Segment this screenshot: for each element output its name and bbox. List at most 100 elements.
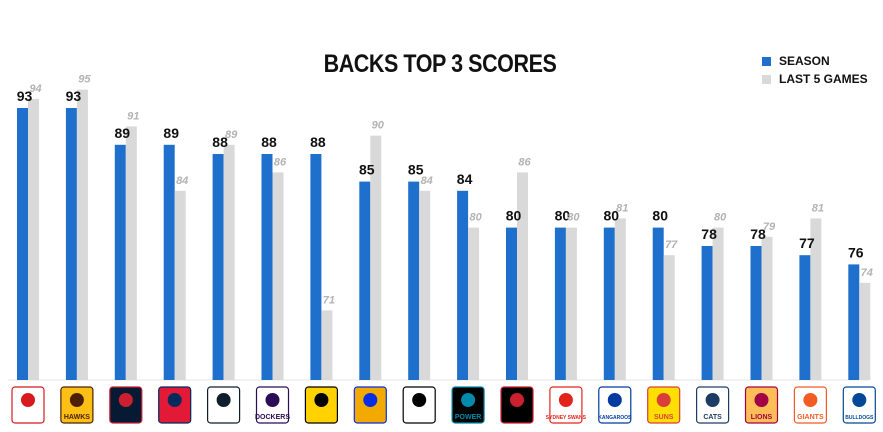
chart-title: BACKS TOP 3 SCORES: [323, 50, 557, 78]
bar-season: [848, 264, 860, 380]
gold-coast-logo-emblem: [656, 393, 671, 407]
port-adelaide-logo-emblem: [461, 393, 476, 407]
west-coast-logo-emblem: [363, 393, 378, 407]
data-label-last-5-games: 80: [567, 212, 580, 224]
data-label-last-5-games: 79: [763, 221, 776, 233]
data-label-last-5-games: 80: [714, 212, 727, 224]
fremantle-logo-emblem: [265, 393, 280, 407]
bar-season: [261, 154, 273, 380]
bar-last-5-games: [125, 126, 137, 381]
bar-last-5-games: [859, 282, 871, 380]
data-label-season: 77: [799, 235, 815, 251]
sydney-logo-text: SYDNEY SWANS: [546, 415, 587, 421]
data-label-season: 93: [66, 88, 82, 104]
bar-season: [603, 227, 615, 380]
port-adelaide-logo-text: POWER: [455, 414, 481, 421]
bar-last-5-games: [663, 255, 675, 380]
data-label-season: 80: [555, 208, 571, 224]
bar-last-5-games: [272, 172, 284, 380]
bar-season: [506, 227, 517, 380]
data-label-last-5-games: 84: [176, 175, 188, 187]
legend-label-last-5-games: LAST 5 GAMES: [779, 72, 868, 86]
carlton-logo-emblem: [216, 393, 231, 407]
data-label-season: 85: [408, 162, 424, 178]
data-label-last-5-games: 81: [812, 202, 824, 214]
data-label-season: 85: [359, 162, 375, 178]
adelaide-logo-emblem: [167, 393, 182, 407]
bar-season: [359, 181, 371, 380]
geelong-logo-emblem: [705, 393, 720, 407]
data-label-last-5-games: 90: [372, 120, 385, 132]
hawthorn-logo-text: HAWKS: [64, 414, 90, 421]
north-melbourne-logo-text: KANGAROOS: [598, 415, 632, 421]
data-label-season: 80: [604, 208, 620, 224]
data-label-last-5-games: 81: [616, 202, 628, 214]
bar-season: [114, 144, 126, 380]
data-label-season: 84: [457, 171, 473, 187]
north-melbourne-logo-emblem: [607, 393, 622, 407]
bar-last-5-games: [174, 190, 186, 380]
bar-last-5-games: [28, 98, 39, 381]
data-label-last-5-games: 86: [274, 156, 287, 168]
brisbane-logo-text: LIONS: [751, 414, 773, 421]
brisbane-logo-emblem: [754, 393, 769, 407]
data-label-last-5-games: 94: [29, 83, 41, 95]
bar-last-5-games: [370, 135, 382, 380]
bar-last-5-games: [223, 144, 235, 380]
data-label-last-5-games: 91: [127, 110, 139, 122]
geelong-logo-text: CATS: [703, 414, 722, 421]
bar-last-5-games: [321, 310, 333, 380]
bar-last-5-games: [614, 218, 626, 380]
bar-season: [750, 246, 762, 380]
data-label-season: 89: [115, 125, 131, 141]
bar-last-5-games: [712, 227, 724, 380]
data-label-season: 80: [506, 208, 522, 224]
data-label-season: 88: [261, 134, 277, 150]
bar-last-5-games: [76, 89, 88, 380]
data-label-season: 80: [652, 208, 668, 224]
data-label-season: 76: [848, 244, 864, 260]
data-label-last-5-games: 84: [421, 175, 433, 187]
legend-swatch-last-5-games: [762, 74, 771, 84]
bar-season: [408, 181, 420, 380]
bar-last-5-games: [761, 236, 773, 380]
hawthorn-logo-emblem: [69, 393, 84, 407]
gws-logo-text: GIANTS: [797, 414, 824, 421]
bar-season: [457, 190, 469, 380]
legend: SEASON LAST 5 GAMES: [762, 52, 868, 88]
essendon-logo-emblem: [510, 393, 524, 407]
gold-coast-logo-text: SUNS: [654, 414, 674, 421]
melbourne-logo-emblem: [118, 393, 133, 407]
data-label-season: 88: [212, 134, 228, 150]
data-label-season: 93: [17, 88, 33, 104]
legend-label-season: SEASON: [779, 54, 830, 68]
data-label-last-5-games: 86: [518, 156, 531, 168]
data-label-last-5-games: 89: [225, 129, 238, 141]
data-label-season: 89: [163, 125, 179, 141]
bar-season: [310, 154, 322, 380]
data-label-last-5-games: 77: [665, 239, 678, 251]
data-label-season: 78: [750, 226, 766, 242]
data-label-last-5-games: 95: [78, 74, 91, 86]
collingwood-logo-emblem: [412, 393, 427, 407]
bar-last-5-games: [468, 227, 480, 380]
bar-season: [554, 227, 566, 380]
bar-last-5-games: [810, 218, 822, 380]
bar-season: [212, 154, 224, 380]
bar-last-5-games: [517, 172, 528, 380]
data-label-last-5-games: 74: [861, 267, 873, 279]
fremantle-logo-text: DOCKERS: [255, 414, 290, 421]
data-label-last-5-games: 71: [323, 294, 335, 306]
bar-season: [17, 108, 28, 380]
bar-last-5-games: [419, 190, 431, 380]
bar-last-5-games: [565, 227, 577, 380]
data-label-last-5-games: 80: [469, 212, 482, 224]
bar-season: [163, 144, 175, 380]
bar-season: [701, 246, 713, 380]
bar-season: [799, 255, 811, 380]
western-bulldogs-logo-emblem: [852, 393, 867, 407]
st-kilda-logo-emblem: [21, 393, 35, 407]
bar-season: [65, 108, 77, 380]
